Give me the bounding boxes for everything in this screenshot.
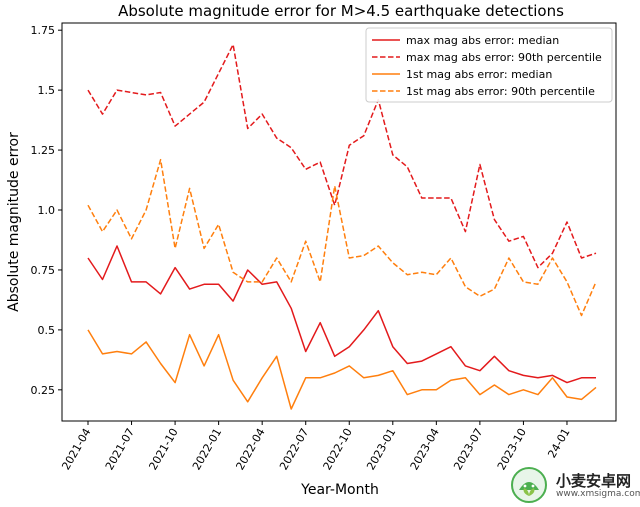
x-tick-label: 2023-07 xyxy=(451,426,485,472)
leaf-icon xyxy=(523,488,535,496)
series-line-1 xyxy=(87,245,596,384)
y-axis-title: Absolute magnitude error xyxy=(6,132,22,312)
x-tick-label: 2022-10 xyxy=(321,426,355,472)
legend-box xyxy=(365,27,613,103)
x-tick-label: 2023-04 xyxy=(408,426,442,472)
series-line-3 xyxy=(87,329,597,410)
x-tick-label: 2022-01 xyxy=(190,426,224,472)
y-tick-label: 0.5 xyxy=(38,324,56,337)
series-line-4 xyxy=(87,158,597,317)
watermark-url: www.xmsigma.com xyxy=(556,489,640,499)
chart-title: Absolute magnitude error for M>4.5 earth… xyxy=(118,2,564,20)
y-tick-label: 0.75 xyxy=(31,264,56,277)
android-eye-left-icon xyxy=(523,484,527,488)
watermark-logo xyxy=(511,467,547,503)
y-tick-label: 1.0 xyxy=(38,204,56,217)
x-tick-label: 2023-01 xyxy=(364,426,398,472)
x-tick-label: 2021-07 xyxy=(103,426,137,472)
watermark-text: 小麦安卓网 xyxy=(556,472,632,490)
x-axis: 2021-04 2021-07 2021-10 2022-01 2022-04 2022-… xyxy=(59,421,573,472)
legend-label-1: max mag abs error: median xyxy=(406,34,559,47)
series-layer xyxy=(87,43,597,410)
x-axis-title: Year-Month xyxy=(300,482,379,498)
y-tick-label: 0.25 xyxy=(31,384,56,397)
x-tick-label: 2021-04 xyxy=(59,426,93,472)
plot-frame xyxy=(61,22,617,422)
y-tick-label: 1.5 xyxy=(38,84,56,97)
y-axis: 0.25 0.5 0.75 1.0 1.25 1.5 1.75 xyxy=(31,24,62,397)
x-tick-label: 2022-04 xyxy=(234,426,268,472)
x-tick-label: 24-01 xyxy=(545,426,572,460)
y-tick-label: 1.25 xyxy=(31,144,56,157)
android-eye-right-icon xyxy=(531,484,535,488)
legend: max mag abs error: median max mag abs err… xyxy=(365,27,613,103)
legend-label-4: 1st mag abs error: 90th percentile xyxy=(406,85,595,98)
series-line-2 xyxy=(87,43,597,269)
legend-label-2: max mag abs error: 90th percentile xyxy=(406,51,602,64)
y-tick-label: 1.75 xyxy=(31,24,56,37)
x-tick-label: 2022-07 xyxy=(277,426,311,472)
x-tick-label: 2021-10 xyxy=(146,426,180,472)
legend-label-3: 1st mag abs error: median xyxy=(406,68,552,81)
